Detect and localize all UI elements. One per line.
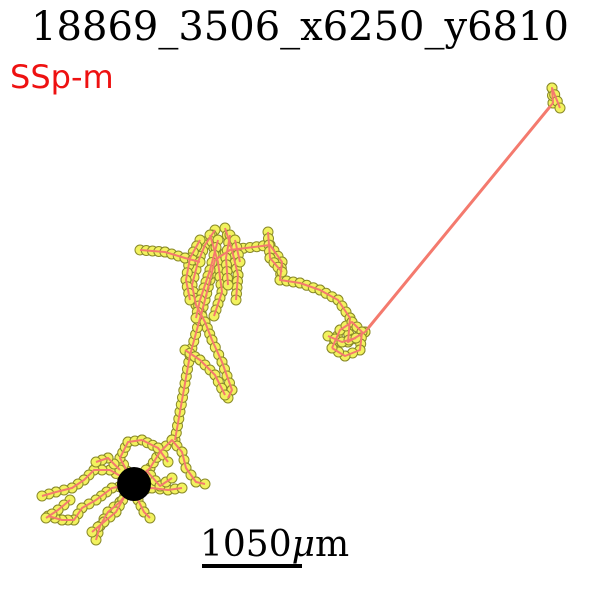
neurite-segment-overlay [184, 349, 226, 396]
neurite-segment-overlay [191, 229, 233, 399]
neurite-segment-overlay [95, 457, 121, 471]
neurite-segment-overlay [145, 469, 173, 487]
soma-marker [117, 467, 151, 501]
neurite-segment-overlay [139, 249, 201, 263]
scale-bar-label: 1050μm [200, 524, 349, 565]
neurite-segment-overlay [41, 469, 135, 497]
neurite-segment-overlay [267, 231, 283, 273]
neurite-segment-overlay [119, 439, 169, 485]
neurite-segment-overlay [174, 87, 561, 441]
neurite-segment-overlay [225, 234, 231, 286]
scale-bar-unit-prefix: μ [291, 524, 316, 565]
neurite-nodes [36, 82, 566, 546]
neurite-segment-overlay [195, 239, 219, 319]
scale-bar-value: 1050 [200, 524, 292, 565]
neurite-segment-overlay [209, 234, 223, 317]
scale-bar-unit-suffix: m [315, 524, 350, 565]
neuron-id-title: 18869_3506_x6250_y6810 [31, 4, 569, 50]
neurite-segment-overlay [185, 239, 201, 301]
neurite-segment-overlay [47, 483, 135, 521]
neurite-segment-overlay [234, 239, 241, 263]
neurite-segment-overlay [45, 499, 71, 519]
brain-region-label: SSp-m [10, 58, 114, 96]
neurite-segment-overlay [331, 321, 363, 357]
neurite-segment-overlay [327, 335, 357, 343]
neurite-segment-overlay [133, 439, 206, 485]
neurite-segment-overlay [91, 493, 127, 533]
